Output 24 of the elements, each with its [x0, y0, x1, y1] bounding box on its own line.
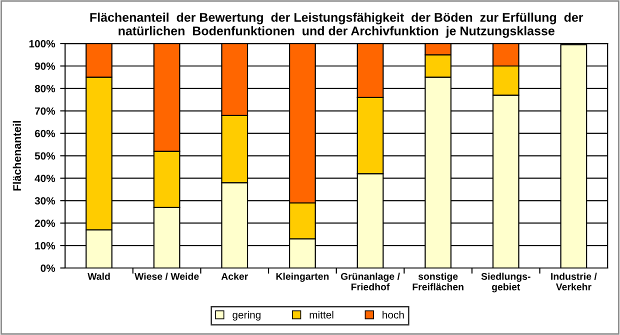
y-tick-label: 50%	[34, 152, 56, 160]
y-tick-label: 70%	[34, 107, 56, 115]
y-tick-label: 20%	[34, 220, 56, 227]
chart-title: Flächenanteil der Bewertung der Leistungsfähigkeit der Böden zur Erfüllung der natürlichen Bodenfunktionen und der Archivfunktion je Nutzungsklasse	[90, 12, 584, 38]
legend-label: mittel	[310, 310, 334, 319]
x-tick-label: Kleingarten	[276, 272, 329, 282]
x-tick-label: Grünanlage / Friedhof	[340, 272, 400, 290]
x-tick-label: Wald	[88, 272, 110, 280]
x-tick-label: Siedlungs- gebiet	[481, 272, 530, 292]
x-tick-label: Acker	[221, 272, 248, 280]
y-tick-label: 90%	[34, 62, 56, 70]
legend-label: hoch	[382, 310, 404, 319]
legend-label: gering	[232, 310, 260, 321]
y-tick-label: 30%	[34, 197, 56, 205]
x-tick-label: Industrie / Verkehr	[551, 272, 597, 290]
y-tick-label: 80%	[34, 84, 56, 92]
y-axis-title: Flächenanteil	[12, 121, 21, 191]
x-tick-label: sonstige Freiflächen	[412, 272, 464, 290]
y-tick-label: 100%	[29, 40, 56, 48]
y-tick-label: 10%	[35, 242, 56, 250]
y-tick-label: 60%	[34, 130, 56, 138]
y-tick-label: 0%	[40, 264, 56, 272]
y-tick-label: 40%	[34, 174, 56, 182]
x-tick-label: Wiese / Weide	[134, 272, 199, 280]
